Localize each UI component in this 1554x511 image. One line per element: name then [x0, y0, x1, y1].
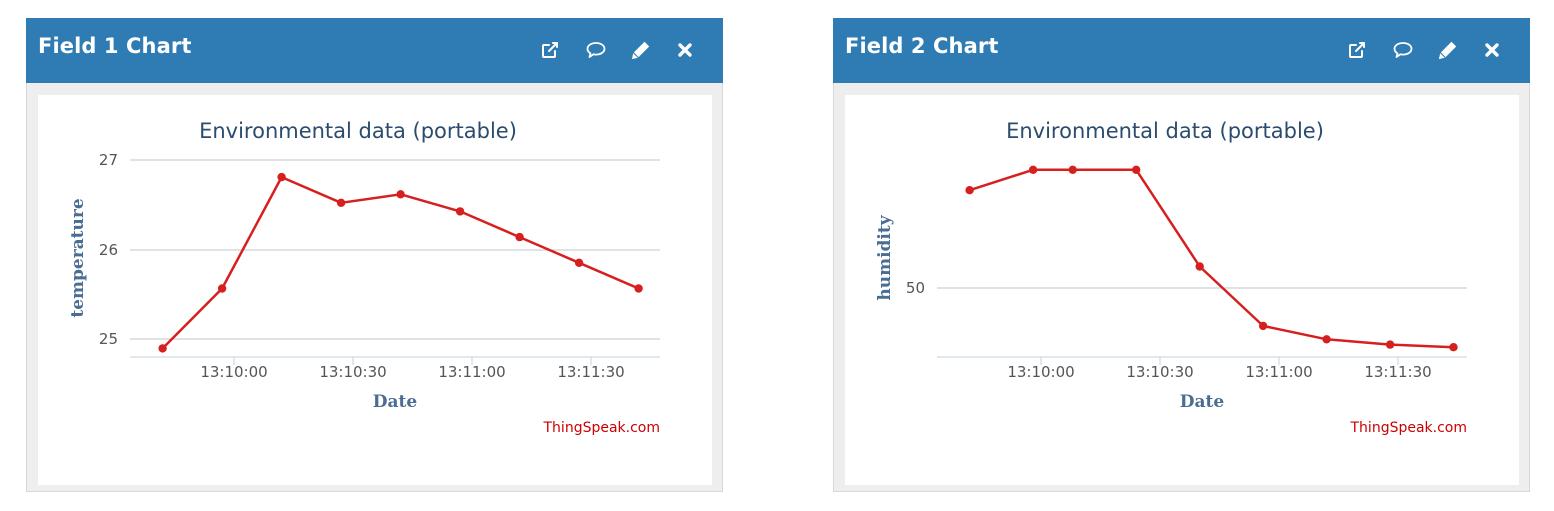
x-tick-label: 13:11:30 [557, 363, 624, 381]
data-point[interactable] [217, 284, 227, 293]
data-point[interactable] [1322, 335, 1331, 344]
x-tick-label: 13:11:30 [1364, 363, 1431, 381]
y-tick-label: 25 [99, 330, 118, 348]
x-ticks: 13:10:00 13:10:30 13:11:00 13:11:30 [1007, 357, 1432, 381]
grid-lines [130, 159, 660, 358]
chart-panel: Environmental data (portable) 27 26 25 1… [38, 95, 712, 485]
data-point[interactable] [515, 232, 524, 242]
comment-icon[interactable] [584, 38, 608, 62]
comment-icon[interactable] [1391, 38, 1415, 62]
y-tick-label: 50 [906, 279, 925, 297]
y-tick-labels: 50 [906, 279, 925, 297]
x-tick-label: 13:10:00 [200, 363, 267, 381]
data-point[interactable] [1068, 165, 1077, 174]
field-2-chart-widget: Field 2 Chart Environmental data (portab… [833, 18, 1530, 492]
data-point[interactable] [277, 172, 286, 182]
data-point[interactable] [1258, 321, 1268, 331]
x-tick-label: 13:10:00 [1007, 363, 1074, 381]
data-point[interactable] [1385, 340, 1395, 349]
chart-svg: Environmental data (portable) 50 13:10:0… [875, 119, 1468, 436]
field-1-chart-widget: Field 1 Chart Environmental data (portab… [26, 18, 723, 492]
data-point[interactable] [455, 207, 465, 216]
series-temperature [158, 172, 643, 353]
chart-title: Environmental data (portable) [199, 119, 517, 143]
x-ticks: 13:10:00 13:10:30 13:11:00 13:11:30 [200, 357, 625, 381]
x-tick-label: 13:10:30 [319, 363, 386, 381]
data-point[interactable] [1449, 343, 1458, 352]
chart-panel: Environmental data (portable) 50 13:10:0… [845, 95, 1519, 485]
x-axis-title: Date [373, 392, 418, 412]
y-axis-title: temperature [68, 198, 88, 317]
data-point[interactable] [1132, 165, 1141, 174]
y-axis-title: humidity [875, 214, 895, 300]
widget-title: Field 1 Chart [38, 34, 192, 58]
series-humidity [965, 165, 1458, 352]
data-point[interactable] [634, 284, 643, 293]
x-axis-title: Date [1180, 392, 1225, 412]
x-tick-label: 13:11:00 [438, 363, 505, 381]
chart-title: Environmental data (portable) [1006, 119, 1324, 143]
widget-header: Field 1 Chart [26, 18, 723, 83]
pencil-icon[interactable] [629, 38, 653, 62]
x-tick-label: 13:10:30 [1126, 363, 1193, 381]
chart-svg: Environmental data (portable) 27 26 25 1… [68, 119, 661, 436]
y-tick-label: 26 [99, 241, 118, 259]
close-icon[interactable] [1480, 38, 1504, 62]
pencil-icon[interactable] [1436, 38, 1460, 62]
thingspeak-credit-link[interactable]: ThingSpeak.com [543, 420, 661, 436]
data-point[interactable] [574, 258, 584, 267]
grid-lines [937, 287, 1467, 358]
series-line [969, 168, 1454, 349]
data-point[interactable] [965, 186, 974, 195]
x-tick-label: 13:11:00 [1245, 363, 1312, 381]
widget-header: Field 2 Chart [833, 18, 1530, 83]
y-tick-label: 27 [99, 151, 118, 169]
widget-title: Field 2 Chart [845, 34, 999, 58]
data-point[interactable] [1028, 165, 1038, 174]
data-point[interactable] [158, 344, 167, 353]
series-line [161, 175, 640, 350]
data-point[interactable] [336, 198, 346, 207]
data-point[interactable] [396, 190, 405, 199]
external-link-icon[interactable] [538, 38, 562, 62]
external-link-icon[interactable] [1345, 38, 1369, 62]
thingspeak-credit-link[interactable]: ThingSpeak.com [1350, 420, 1468, 436]
close-icon[interactable] [673, 38, 697, 62]
y-tick-labels: 27 26 25 [99, 151, 118, 348]
data-point[interactable] [1195, 262, 1204, 271]
